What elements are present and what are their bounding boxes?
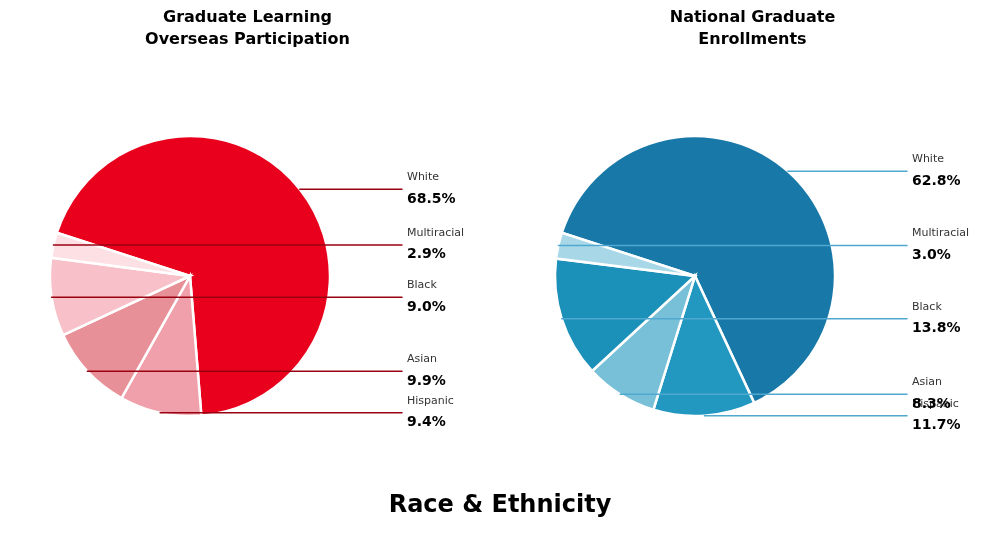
svg-text:8.3%: 8.3% [912, 395, 951, 411]
svg-text:2.9%: 2.9% [407, 245, 446, 261]
svg-text:11.7%: 11.7% [912, 416, 961, 432]
html-text:National Graduate Enrollments: National Graduate Enrollments [669, 7, 836, 48]
svg-text:9.9%: 9.9% [407, 372, 446, 388]
svg-text:62.8%: 62.8% [912, 172, 961, 188]
svg-text:13.8%: 13.8% [912, 319, 961, 335]
svg-text:Multiracial: Multiracial [912, 226, 969, 239]
svg-text:White: White [407, 170, 439, 183]
svg-text:3.0%: 3.0% [912, 246, 951, 262]
html-text:Graduate Learning Overseas Par: Graduate Learning Overseas Participation [145, 7, 350, 48]
svg-text:Multiracial: Multiracial [407, 226, 464, 239]
svg-text:68.5%: 68.5% [407, 190, 456, 206]
svg-text:Asian: Asian [912, 375, 942, 388]
svg-text:Black: Black [407, 278, 437, 291]
svg-text:9.0%: 9.0% [407, 298, 446, 314]
html-text:Race & Ethnicity: Race & Ethnicity [388, 490, 612, 518]
svg-text:Hispanic: Hispanic [407, 394, 454, 407]
svg-text:Asian: Asian [407, 352, 437, 365]
svg-text:Black: Black [912, 300, 942, 313]
svg-text:White: White [912, 152, 944, 165]
svg-text:9.4%: 9.4% [407, 413, 446, 429]
